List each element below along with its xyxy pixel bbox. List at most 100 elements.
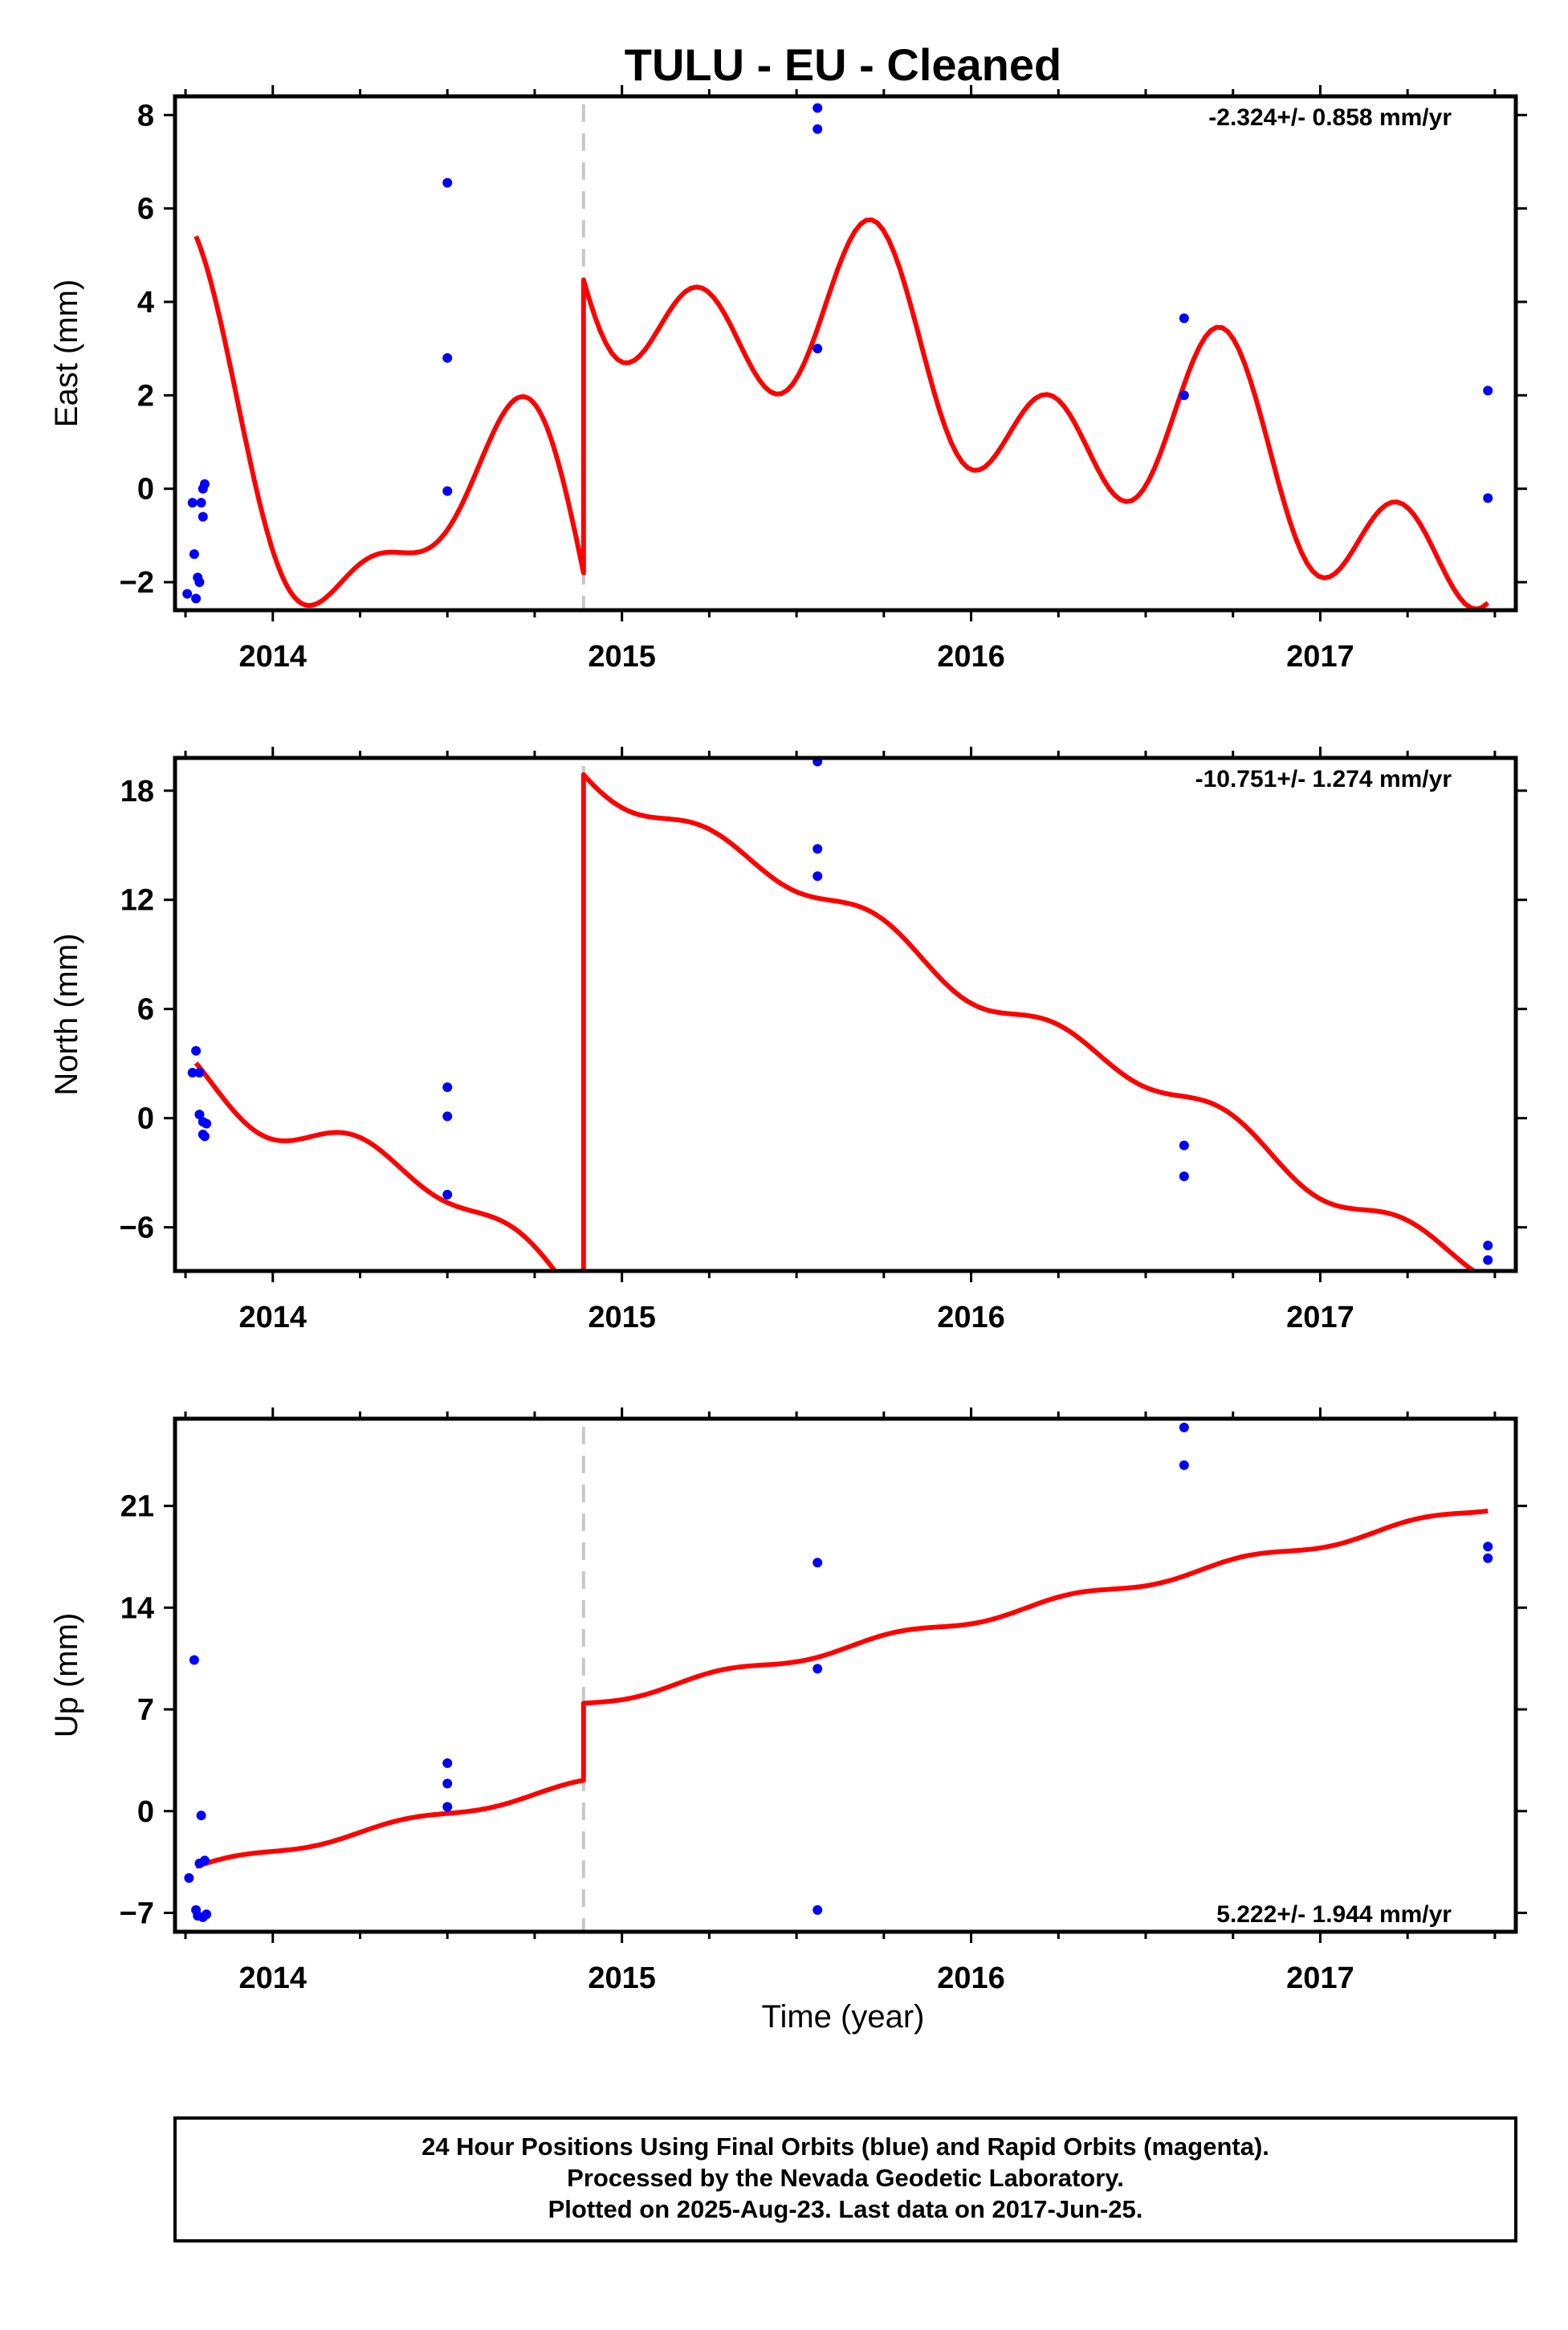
x-axis-label: Time (year): [762, 1999, 925, 2035]
up-data-point: [1483, 1542, 1493, 1552]
up-frame: [173, 1416, 1518, 1934]
east-ytick-label: 4: [137, 286, 154, 320]
up-model-curve: [195, 1508, 1489, 1869]
east-data-point: [182, 589, 193, 599]
up-y-axis-label: Up (mm): [49, 1613, 84, 1738]
east-model-curve: [193, 217, 1490, 610]
east-xtick-label: 2017: [1286, 640, 1354, 674]
north-data-point: [1179, 1140, 1189, 1151]
north-data-point: [813, 871, 823, 882]
east-xtick-label: 2014: [238, 640, 307, 674]
up-data-point: [199, 1855, 210, 1866]
figure-title: TULU - EU - Cleaned: [625, 39, 1061, 90]
east-data-point: [442, 177, 453, 188]
up-data-point: [196, 1811, 206, 1821]
north-data-point: [194, 1068, 205, 1078]
north-data-point: [202, 1118, 212, 1129]
up-data-point: [1179, 1460, 1189, 1470]
up-data-point: [1179, 1422, 1189, 1432]
up-rate-label: 5.222+/- 1.944 mm/yr: [1216, 1901, 1452, 1928]
north-frame: [173, 756, 1518, 1273]
up-panel: 2014 2015 2016 2017 −7 0 7 14 21 Up (mm) 5.222+/- …: [49, 1407, 1527, 1995]
north-ytick-label: −6: [120, 1212, 154, 1245]
north-data-point: [1483, 1240, 1493, 1251]
north-model-curve: [193, 772, 1478, 1271]
caption-frame: [173, 2116, 1517, 2242]
east-data-point: [187, 498, 198, 508]
up-data-point: [442, 1802, 453, 1812]
up-data-group: [184, 1422, 1493, 1922]
north-data-point: [442, 1189, 453, 1200]
north-xtick-label: 2016: [937, 1301, 1005, 1334]
east-data-point: [191, 593, 202, 604]
east-data-point: [196, 498, 206, 508]
east-ytick-label: −2: [120, 566, 154, 600]
east-y-axis-label: East (mm): [49, 279, 84, 427]
east-ytick-label: 8: [137, 99, 154, 132]
east-data-point: [1483, 493, 1493, 503]
north-ytick-label: 12: [120, 884, 154, 918]
up-xtick-label: 2014: [238, 1961, 307, 1995]
east-data-point: [194, 577, 205, 588]
up-xtick-label: 2015: [588, 1961, 656, 1995]
east-data-point: [198, 511, 208, 522]
north-xtick-label: 2015: [588, 1301, 656, 1334]
up-data-point: [442, 1778, 453, 1789]
north-panel: 2014 2015 2016 2017 −6 0 6 12 18 North (mm) -10.75…: [49, 747, 1527, 1334]
east-rate-label: -2.324+/- 0.858 mm/yr: [1208, 104, 1452, 131]
east-ytick-label: 6: [137, 193, 154, 226]
east-ytick-label: 0: [137, 473, 154, 507]
north-rate-label: -10.751+/- 1.274 mm/yr: [1195, 766, 1452, 792]
east-data-point: [813, 344, 823, 354]
north-data-point: [813, 844, 823, 854]
up-ytick-label: 14: [120, 1591, 154, 1625]
east-frame: [173, 94, 1518, 613]
north-data-point: [1483, 1255, 1493, 1265]
north-data-point: [198, 1130, 208, 1140]
north-data-point: [187, 1068, 198, 1078]
up-data-point: [813, 1558, 823, 1568]
east-xtick-label: 2016: [937, 640, 1005, 674]
up-data-point: [184, 1873, 194, 1884]
east-data-point: [442, 486, 453, 496]
up-data-point: [813, 1664, 823, 1674]
caption-line-2: Processed by the Nevada Geodetic Laborat…: [567, 2164, 1124, 2192]
up-ytick-label: 21: [120, 1490, 154, 1524]
up-ytick-label: 7: [137, 1693, 154, 1727]
north-y-axis-label: North (mm): [49, 933, 84, 1095]
east-xtick-label: 2015: [588, 640, 656, 674]
north-data-group: [187, 758, 1493, 1271]
north-ytick-label: 0: [137, 1102, 154, 1136]
north-xtick-label: 2017: [1286, 1301, 1354, 1334]
north-xtick-label: 2014: [238, 1301, 307, 1334]
east-data-point: [1179, 313, 1189, 324]
east-panel: 2014 2015 2016 2017 −2 0 2 4 6 8 East (mm) -2.324+/…: [49, 85, 1527, 674]
east-data-point: [1483, 385, 1493, 396]
up-xtick-label: 2017: [1286, 1961, 1354, 1995]
north-data-point: [191, 1045, 202, 1056]
up-data-point: [189, 1655, 199, 1665]
up-data-point: [202, 1909, 212, 1920]
east-data-point: [813, 103, 823, 113]
east-data-point: [189, 549, 199, 560]
north-data-point: [442, 1082, 453, 1093]
east-data-point: [442, 352, 453, 363]
caption-box: 24 Hour Positions Using Final Orbits (bl…: [173, 2116, 1517, 2242]
north-ytick-label: 18: [120, 775, 154, 809]
up-data-point: [442, 1758, 453, 1769]
east-data-point: [1179, 390, 1189, 401]
north-ytick-label: 6: [137, 993, 154, 1027]
east-data-point: [813, 124, 823, 134]
north-data-point: [194, 1110, 205, 1120]
up-xtick-label: 2016: [937, 1961, 1005, 1995]
up-data-point: [813, 1904, 823, 1915]
caption-line-1: 24 Hour Positions Using Final Orbits (bl…: [422, 2132, 1269, 2161]
east-data-point: [199, 479, 210, 489]
east-ytick-label: 2: [137, 379, 154, 413]
east-data-group: [182, 103, 1493, 610]
up-data-point: [1483, 1553, 1493, 1563]
north-data-point: [1179, 1171, 1189, 1182]
north-data-point: [813, 758, 823, 767]
up-ytick-label: −7: [120, 1896, 154, 1930]
